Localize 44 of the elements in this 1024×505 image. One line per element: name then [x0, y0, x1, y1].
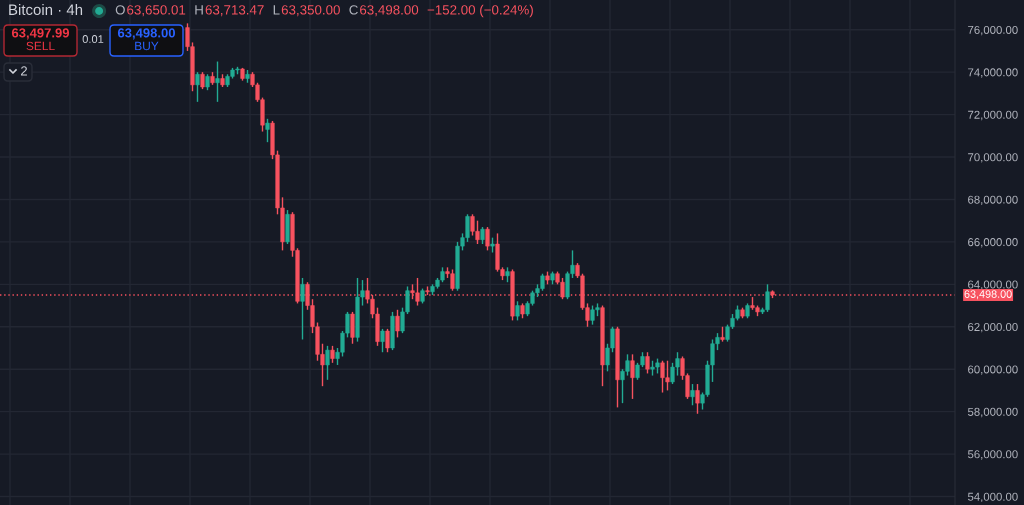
annotation: H — [195, 5, 203, 15]
annotation: 63,713.47 — [205, 5, 264, 17]
y-tick-label: 66,000.00 — [968, 238, 1018, 248]
candlestick — [215, 60, 220, 103]
annotation: 2 — [21, 66, 27, 76]
y-tick-label: 62,000.00 — [968, 322, 1018, 333]
candlestick — [380, 328, 385, 353]
annotation: 63,498.00 — [117, 28, 176, 40]
y-tick-label: 58,000.00 — [967, 407, 1018, 418]
annotation: C — [349, 5, 358, 15]
candlestick — [690, 383, 695, 406]
annotation: SELL — [26, 41, 55, 51]
chart-title: Bitcoin · 4h — [9, 4, 83, 16]
candlestick — [630, 353, 635, 400]
annotation: 63,350.00 — [281, 5, 340, 17]
y-tick-label: 70,000.00 — [968, 153, 1018, 163]
y-tick-label: 56,000.00 — [967, 450, 1018, 460]
candlestick — [485, 226, 490, 252]
annotation: 63,498.00 — [360, 5, 419, 17]
y-tick-label: 64,000.00 — [968, 280, 1018, 290]
candlestick — [265, 118, 270, 143]
y-tick-label: 60,000.00 — [968, 365, 1018, 375]
y-tick-label: 54,000.00 — [967, 492, 1018, 503]
y-tick-label: 74,000.00 — [968, 68, 1018, 78]
annotation: −152.00 (−0.24%) — [427, 4, 533, 18]
candlestick — [350, 311, 355, 345]
annotation: 0.01 — [82, 35, 104, 43]
candlestick — [395, 309, 400, 339]
candlestick — [300, 277, 305, 341]
annotation: O — [115, 5, 125, 15]
candlestick — [515, 300, 520, 322]
y-tick-label: 72,000.00 — [968, 110, 1018, 121]
annotation: BUY — [135, 41, 159, 51]
candlestick — [645, 351, 650, 375]
candlestick — [195, 71, 200, 103]
annotation: L — [273, 5, 280, 15]
y-tick-label: 68,000.00 — [968, 195, 1018, 206]
y-tick-label: 76,000.00 — [968, 25, 1018, 36]
annotation: 63,497.99 — [11, 28, 70, 40]
candlestick — [325, 345, 330, 381]
candlestick — [695, 383, 700, 415]
candlestick — [385, 328, 390, 353]
annotation: 63,650.01 — [127, 5, 186, 17]
ref-line-label: 63,498.00 — [964, 290, 1012, 300]
